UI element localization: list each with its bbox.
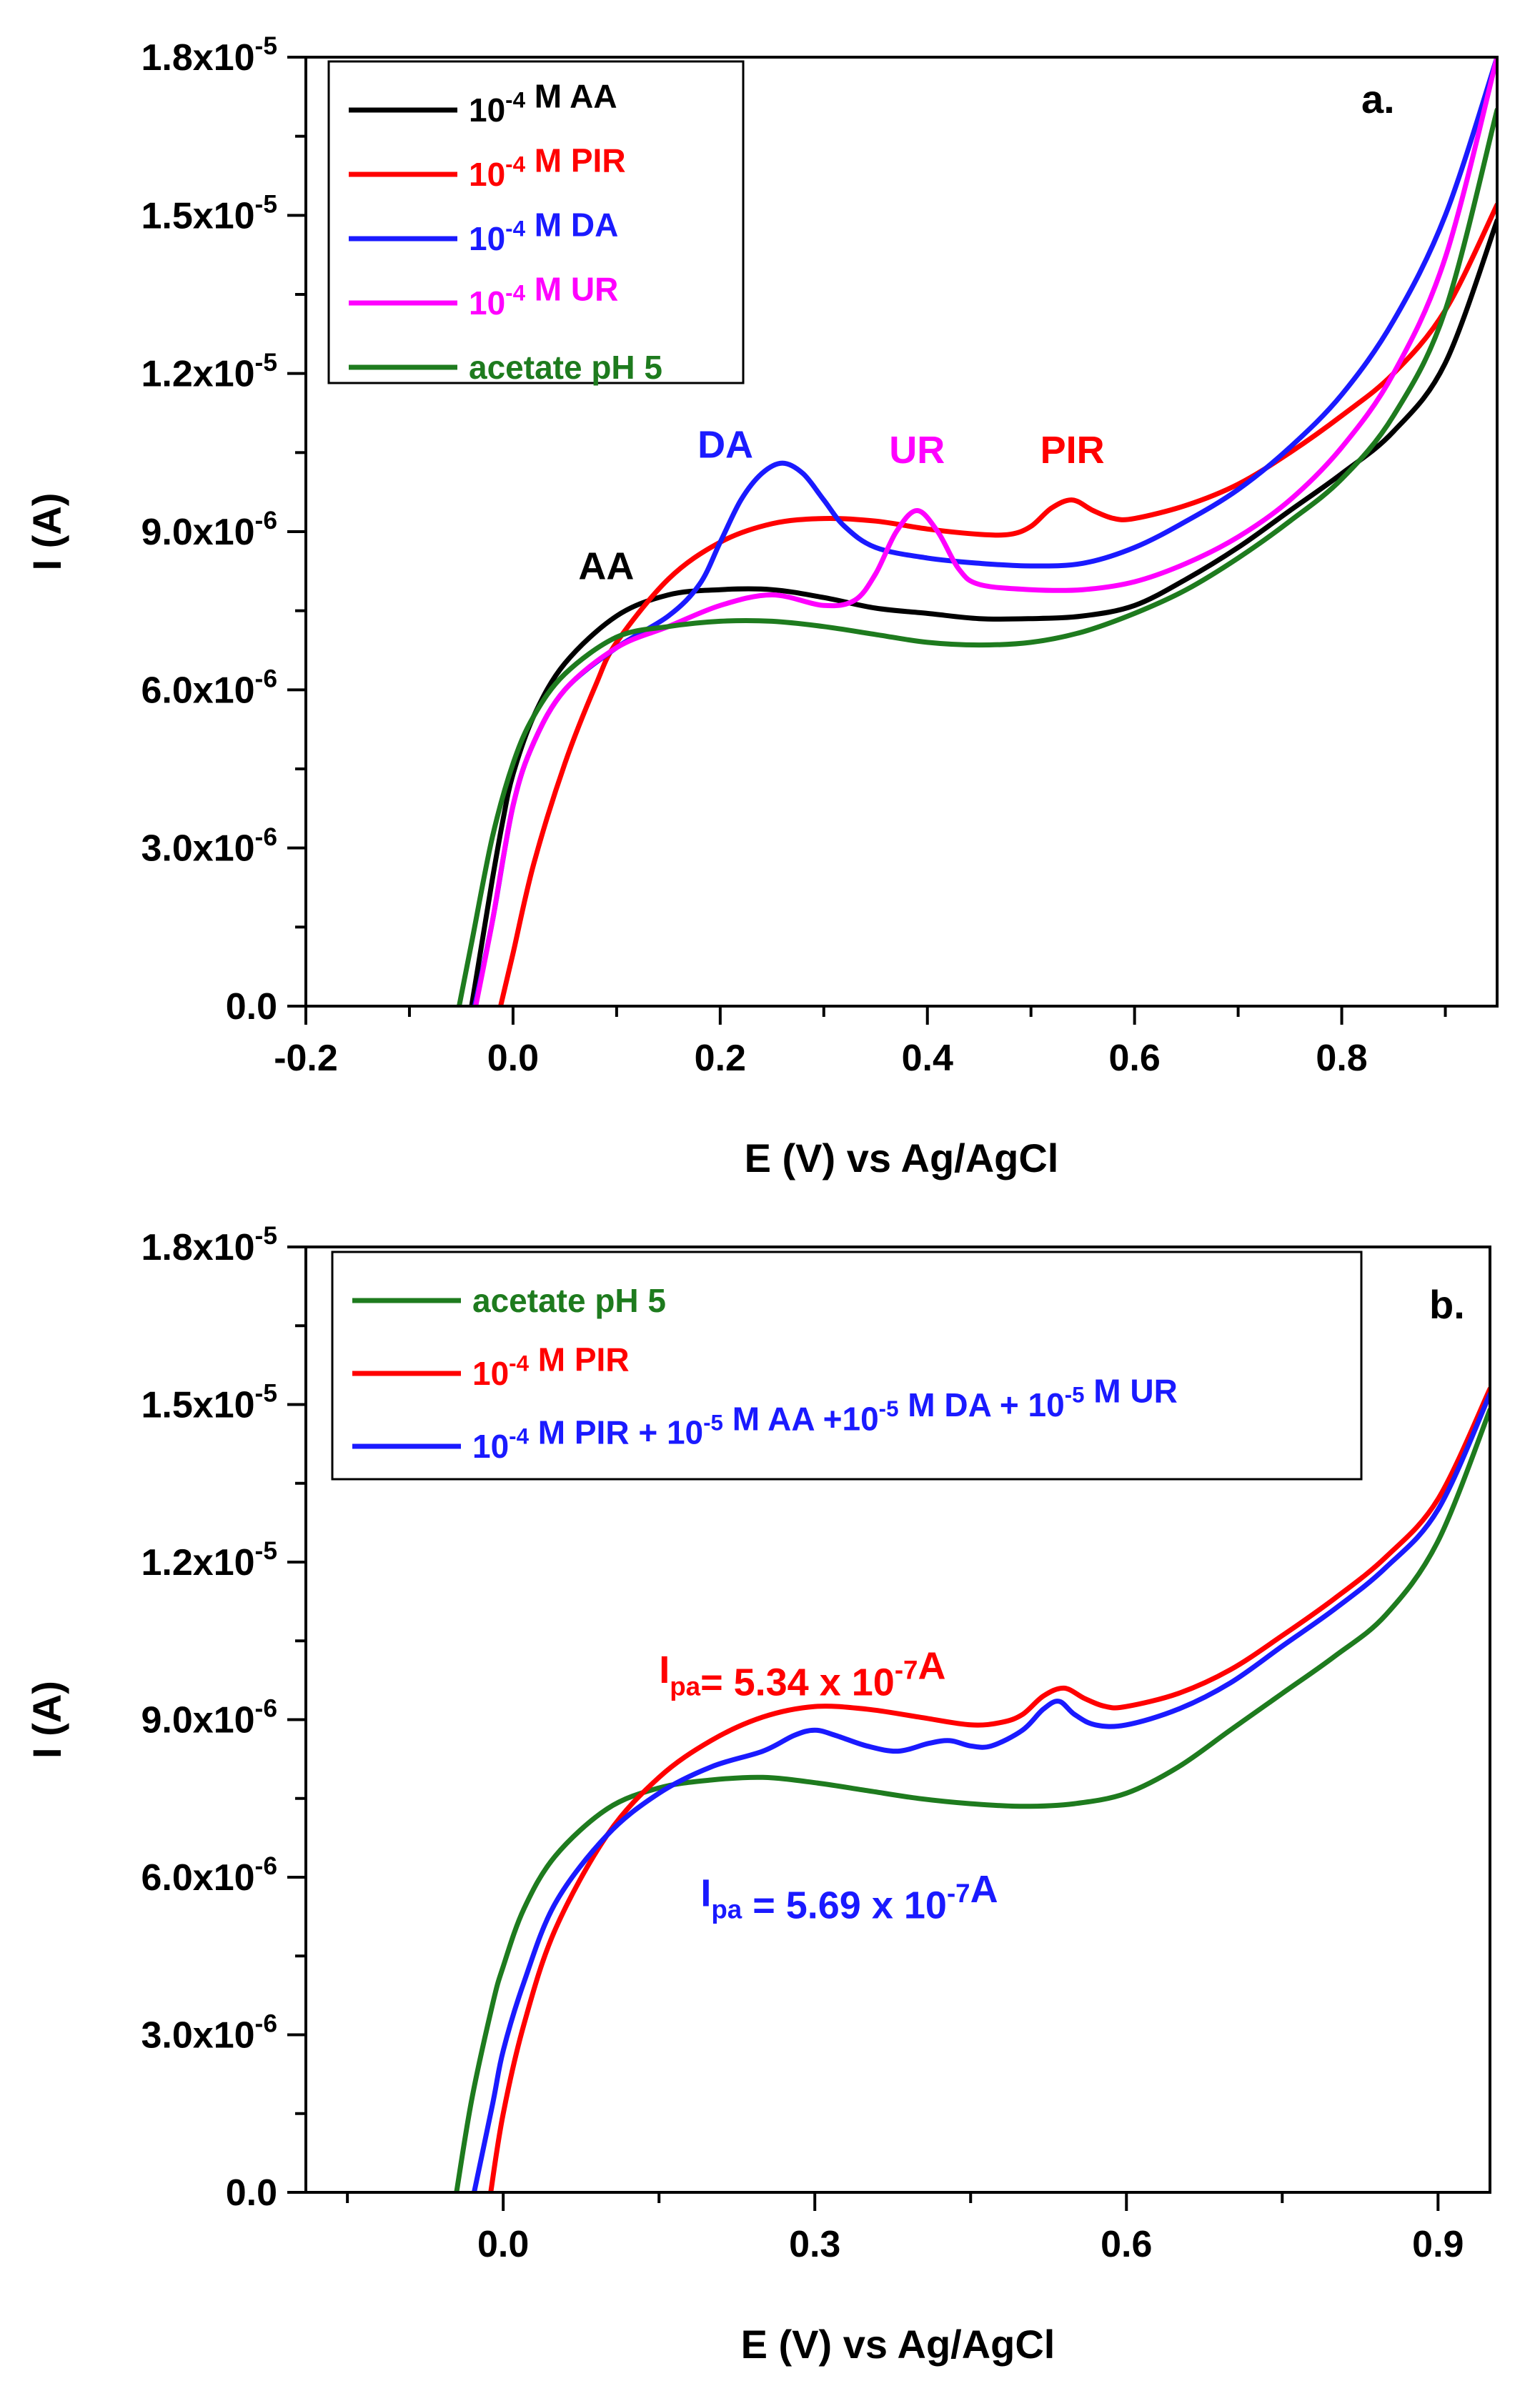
y-tick-label: 1.2x10-5 (141, 349, 278, 395)
annotation-label: PIR (1040, 429, 1105, 472)
legend-entry-label: acetate pH 5 (469, 349, 662, 386)
panel-b-series-lines (454, 1386, 1490, 2192)
legend-entry-label: 10-4 M PIR (469, 142, 626, 193)
series-line-aa (469, 218, 1497, 1006)
y-axis-label: I (A) (24, 1681, 69, 1759)
y-tick-label: 6.0x10-6 (141, 1852, 278, 1899)
y-tick-label: 6.0x10-6 (141, 665, 278, 711)
series-line-pir (498, 202, 1497, 1006)
panel-label: a. (1361, 76, 1395, 121)
x-tick-label: 0.3 (789, 2224, 840, 2265)
legend-entry-label: acetate pH 5 (472, 1282, 666, 1319)
x-tick-label: -0.2 (274, 1038, 338, 1079)
x-tick-label: 0.2 (695, 1038, 746, 1079)
panel-a-legend: 10-4 M AA 10-4 M PIR 10-4 M DA 10-4 M UR ace… (327, 60, 745, 386)
annotation-label: AA (578, 545, 634, 587)
legend-entry-label: 10-4 M UR (469, 271, 618, 322)
annotation-label: Ipa= 5.34 x 10-7A (659, 1645, 945, 1704)
y-axis-label: I (A) (24, 493, 69, 571)
panel-a-series-lines (457, 57, 1497, 1006)
x-tick-label: 0.0 (487, 1038, 539, 1079)
annotation-label: UR (889, 429, 945, 472)
x-axis-label: E (V) vs Ag/AgCl (745, 1135, 1059, 1180)
x-tick-label: 0.0 (477, 2224, 529, 2265)
panel-b-annotations: b. Ipa= 5.34 x 10-7A Ipa = 5.69 x 10-7A (659, 1282, 1465, 1927)
y-tick-label: 1.8x10-5 (141, 1222, 278, 1268)
x-tick-label: 0.9 (1412, 2224, 1464, 2265)
x-tick-label: 0.6 (1109, 1038, 1161, 1079)
series-line-acetate (457, 107, 1497, 1006)
series-line-ur (473, 57, 1497, 1006)
y-tick-label: 1.5x10-5 (141, 190, 278, 237)
x-tick-label: 0.4 (902, 1038, 953, 1079)
y-tick-label: 0.0 (226, 986, 277, 1028)
x-tick-label: 0.8 (1316, 1038, 1367, 1079)
panel-a-axes: 0.0 3.0x10-6 6.0x10-6 9.0x10-6 1.2x10-5 1.5x1… (24, 32, 1499, 1180)
legend-entry-label: 10-4 M AA (469, 78, 617, 129)
panel-b-axes: 0.0 3.0x10-6 6.0x10-6 9.0x10-6 1.2x10-5 1.5x1… (24, 1222, 1491, 2367)
y-tick-label: 0.0 (226, 2172, 277, 2214)
annotation-label: DA (697, 424, 753, 467)
y-tick-label: 9.0x10-6 (141, 1695, 278, 1741)
panel-label: b. (1429, 1282, 1465, 1327)
series-line-mixture (472, 1391, 1490, 2192)
legend-entry-label: 10-4 M PIR + 10-5 M AA +10-5 M DA + 10-5… (472, 1373, 1178, 1465)
y-tick-label: 9.0x10-6 (141, 507, 278, 553)
y-tick-label: 1.8x10-5 (141, 32, 278, 79)
panel-b-chart: 0.0 3.0x10-6 6.0x10-6 9.0x10-6 1.2x10-5 1.5x1… (24, 1222, 1491, 2367)
legend-box (331, 1251, 1363, 1481)
panel-a-chart: 0.0 3.0x10-6 6.0x10-6 9.0x10-6 1.2x10-5 1.5x1… (24, 32, 1499, 1180)
series-line-acetate (454, 1407, 1490, 2192)
y-tick-label: 3.0x10-6 (141, 2010, 278, 2057)
legend-entry-label: 10-4 M PIR (472, 1341, 630, 1392)
annotation-label: Ipa = 5.69 x 10-7A (700, 1868, 998, 1927)
y-tick-label: 1.5x10-5 (141, 1380, 278, 1426)
series-line-pir (488, 1386, 1490, 2192)
y-tick-label: 1.2x10-5 (141, 1537, 278, 1584)
x-tick-label: 0.6 (1101, 2224, 1152, 2265)
legend-box (327, 60, 745, 384)
panel-a-annotations: a. AA DA UR PIR (578, 76, 1394, 587)
x-axis-label: E (V) vs Ag/AgCl (741, 2322, 1055, 2367)
legend-entry-label: 10-4 M DA (469, 207, 618, 257)
y-tick-label: 3.0x10-6 (141, 823, 278, 870)
